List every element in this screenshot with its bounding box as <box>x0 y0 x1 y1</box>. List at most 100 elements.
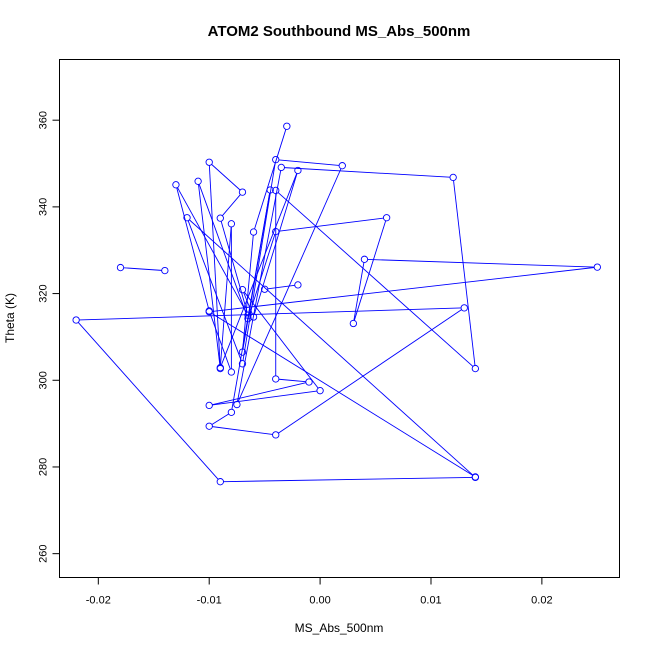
data-point <box>266 186 274 194</box>
series-segment <box>198 184 221 366</box>
series-segment <box>242 235 254 349</box>
series-segment <box>278 217 384 232</box>
series-segment <box>211 164 241 191</box>
data-point <box>205 158 213 166</box>
x-tick-label: 0.01 <box>420 595 441 607</box>
data-point <box>360 255 369 263</box>
x-tick-label: -0.02 <box>86 595 111 607</box>
series-segment <box>212 382 306 406</box>
series-segment <box>223 476 473 483</box>
data-point <box>205 308 213 316</box>
series-layer <box>72 122 601 486</box>
series-segment <box>212 390 317 406</box>
data-point <box>249 228 258 236</box>
series-segment <box>248 234 276 316</box>
data-point <box>283 122 291 130</box>
series-segment <box>353 220 387 321</box>
data-point <box>244 315 252 323</box>
series-segment <box>212 267 595 312</box>
data-point <box>260 285 269 293</box>
data-point <box>471 473 479 481</box>
series-segment <box>220 221 248 313</box>
data-point <box>305 378 313 386</box>
data-point <box>277 163 285 172</box>
data-point <box>205 422 213 430</box>
x-tick-label: 0.02 <box>531 595 552 607</box>
data-point <box>183 214 191 222</box>
data-point <box>227 408 236 416</box>
data-point <box>471 364 479 373</box>
data-point <box>272 227 280 236</box>
data-point <box>194 177 202 185</box>
series-1 <box>116 263 169 275</box>
series-segment <box>212 426 273 435</box>
series-segment <box>177 187 247 313</box>
series-segment <box>284 167 450 178</box>
series-segment <box>211 313 473 476</box>
data-point <box>272 375 280 383</box>
series-0 <box>72 122 601 486</box>
data-point <box>238 188 247 196</box>
data-point <box>449 173 457 182</box>
y-tick-label: 340 <box>38 198 50 216</box>
series-segment <box>209 313 231 370</box>
data-point <box>349 319 358 328</box>
series-segment <box>176 187 209 308</box>
data-point <box>216 478 224 486</box>
series-2 <box>260 281 302 293</box>
series-segment <box>237 170 282 402</box>
data-point <box>460 304 468 312</box>
data-point <box>382 214 391 222</box>
data-point <box>205 401 213 410</box>
data-point <box>116 263 125 272</box>
series-segment <box>367 258 595 268</box>
series-segment <box>211 413 229 425</box>
series-segment <box>198 184 248 316</box>
y-axis: 260 280 300 320 340 360 <box>38 111 60 563</box>
series-segment <box>77 322 219 480</box>
data-point <box>238 286 247 294</box>
data-point <box>233 400 241 409</box>
series-segment <box>222 194 241 217</box>
data-point <box>238 348 247 356</box>
data-point <box>227 220 236 228</box>
series-segment <box>277 192 474 367</box>
data-point <box>72 316 80 324</box>
data-point <box>294 281 302 289</box>
data-point <box>244 311 252 319</box>
series-segment <box>278 159 340 166</box>
series-segment <box>208 165 221 366</box>
series-segment <box>189 219 474 476</box>
data-point <box>338 162 346 170</box>
series-segment <box>453 180 476 366</box>
x-tick-label: -0.01 <box>197 595 222 607</box>
series-segment <box>353 262 365 321</box>
series-segment <box>278 378 306 383</box>
series-segment <box>221 173 298 365</box>
data-point <box>316 387 324 395</box>
data-point <box>593 263 601 271</box>
series-segment <box>242 162 276 361</box>
y-tick-label: 320 <box>38 284 50 302</box>
x-tick-label: 0.00 <box>309 595 330 607</box>
data-point <box>272 155 280 164</box>
y-axis-label: Theta (K) <box>3 293 17 343</box>
series-segment <box>237 168 342 402</box>
x-axis: -0.02 -0.01 0.00 0.01 0.02 <box>86 577 553 607</box>
data-point <box>161 266 169 275</box>
series-segment <box>278 309 462 434</box>
series-segment <box>267 284 295 290</box>
data-point <box>216 364 224 373</box>
data-point <box>172 181 180 189</box>
y-tick-label: 300 <box>38 371 50 389</box>
y-tick-label: 360 <box>38 111 50 129</box>
series-segment <box>254 129 287 230</box>
series-segment <box>79 307 462 321</box>
chart-title: ATOM2 Southbound MS_Abs_500nm <box>208 23 471 40</box>
x-axis-label: MS_Abs_500nm <box>295 621 384 635</box>
data-point <box>227 368 236 376</box>
data-point <box>216 214 224 222</box>
data-point <box>238 360 247 368</box>
